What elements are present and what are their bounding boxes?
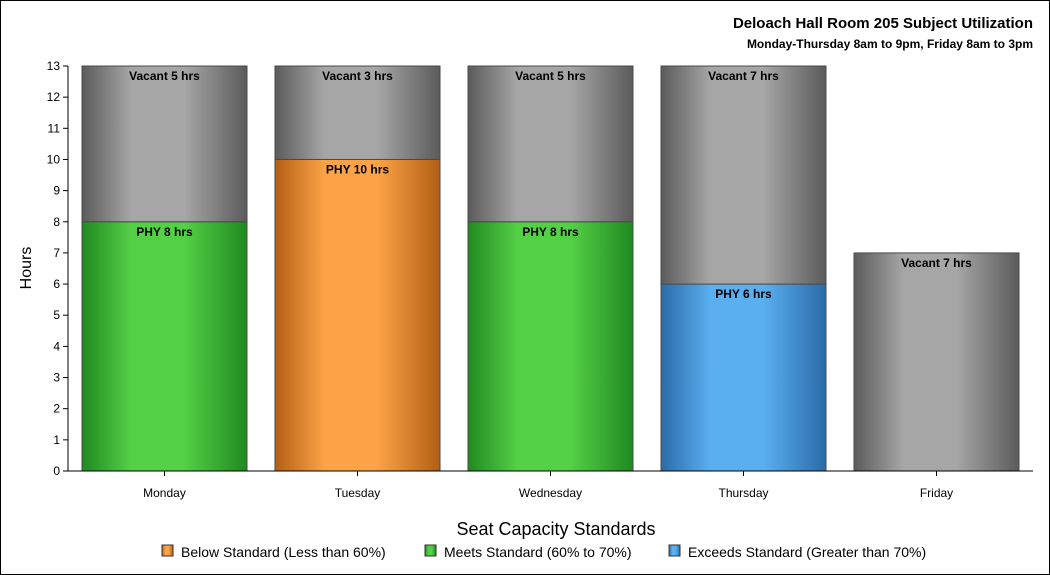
y-tick-label: 12: [47, 90, 61, 104]
bar-segment-vacant: [274, 65, 441, 160]
bar-data-label: Vacant 7 hrs: [708, 69, 779, 83]
x-tick-label: Friday: [920, 486, 953, 500]
bar-data-label: PHY 10 hrs: [326, 162, 389, 176]
bar-data-label: Vacant 7 hrs: [901, 256, 972, 270]
y-tick-label: 5: [53, 308, 60, 322]
y-tick-label: 9: [53, 184, 60, 198]
bar-segment-phy: [81, 221, 248, 472]
bar-segment-phy: [660, 283, 827, 472]
y-tick-label: 0: [53, 464, 60, 478]
legend-label-below: Below Standard (Less than 60%): [181, 544, 386, 560]
bar-data-label: PHY 8 hrs: [522, 225, 579, 239]
x-tick-label: Tuesday: [335, 486, 381, 500]
x-tick-label: Thursday: [718, 486, 768, 500]
y-tick-label: 11: [48, 121, 61, 135]
bar-data-label: PHY 6 hrs: [715, 287, 772, 301]
legend-swatch-exceeds: [668, 544, 681, 557]
y-tick-label: 4: [53, 339, 60, 353]
y-tick-label: 13: [47, 59, 61, 73]
bar-data-label: Vacant 3 hrs: [322, 69, 393, 83]
y-tick-label: 6: [53, 277, 60, 291]
legend-label-meets: Meets Standard (60% to 70%): [444, 544, 632, 560]
bar-segment-vacant: [467, 65, 634, 223]
legend-title: Seat Capacity Standards: [456, 519, 655, 539]
bar-segment-vacant: [660, 65, 827, 285]
legend-label-exceeds: Exceeds Standard (Greater than 70%): [688, 544, 926, 560]
bar-segment-vacant: [81, 65, 248, 223]
bar-data-label: Vacant 5 hrs: [515, 69, 586, 83]
bar-data-label: Vacant 5 hrs: [129, 69, 200, 83]
legend: Below Standard (Less than 60%) Meets Stan…: [161, 544, 926, 560]
legend-swatch-below: [161, 544, 174, 557]
legend-swatch-meets: [424, 544, 437, 557]
x-tick-label: Monday: [143, 486, 186, 500]
bar-segment-vacant: [853, 252, 1020, 472]
x-tick-label: Wednesday: [519, 486, 582, 500]
y-tick-label: 10: [47, 152, 61, 166]
y-tick-label: 2: [53, 402, 60, 416]
bar-segment-phy: [467, 221, 634, 472]
y-tick-label: 1: [53, 433, 60, 447]
y-axis-title: Hours: [18, 247, 35, 290]
bars-group: PHY 8 hrs Vacant 5 hrs PHY 10 hrs Vacant 3 …: [81, 65, 1020, 472]
chart-title: Deloach Hall Room 205 Subject Utilizatio…: [733, 15, 1033, 32]
chart-subtitle: Monday-Thursday 8am to 9pm, Friday 8am t…: [747, 37, 1033, 51]
x-axis: Monday Tuesday Wednesday Thursday Friday: [68, 470, 1033, 500]
y-tick-label: 8: [53, 215, 60, 229]
y-tick-label: 3: [53, 371, 60, 385]
bar-data-label: PHY 8 hrs: [136, 225, 193, 239]
bar-segment-phy: [274, 158, 441, 472]
y-tick-label: 7: [53, 246, 60, 260]
